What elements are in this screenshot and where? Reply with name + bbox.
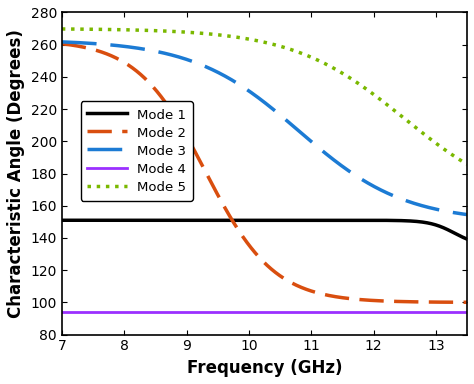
- Mode 4: [278, 310, 284, 314]
- Line: Mode 2: Mode 2: [62, 44, 467, 302]
- Mode 3: [391, 194, 397, 198]
- Mode 1: [300, 218, 306, 223]
- Mode 2: [455, 300, 460, 305]
- Mode 3: [59, 40, 65, 44]
- Mode 1: [455, 232, 460, 237]
- Mode 2: [254, 252, 260, 257]
- Mode 2: [252, 250, 257, 254]
- Mode 2: [391, 299, 397, 304]
- Mode 1: [59, 218, 65, 223]
- Mode 5: [254, 38, 260, 43]
- Mode 5: [59, 26, 65, 31]
- Mode 4: [391, 310, 397, 314]
- Mode 5: [278, 44, 284, 49]
- Mode 4: [252, 310, 257, 314]
- Line: Mode 5: Mode 5: [62, 29, 467, 164]
- Mode 5: [391, 108, 397, 113]
- Mode 1: [254, 218, 260, 223]
- Legend: Mode 1, Mode 2, Mode 3, Mode 4, Mode 5: Mode 1, Mode 2, Mode 3, Mode 4, Mode 5: [81, 101, 193, 201]
- X-axis label: Frequency (GHz): Frequency (GHz): [187, 359, 342, 377]
- Mode 4: [59, 310, 65, 314]
- Mode 5: [455, 156, 460, 161]
- Mode 2: [464, 300, 470, 305]
- Mode 5: [300, 51, 306, 56]
- Mode 4: [464, 310, 470, 314]
- Mode 2: [278, 274, 284, 279]
- Mode 2: [59, 41, 65, 46]
- Line: Mode 3: Mode 3: [62, 42, 467, 215]
- Mode 4: [254, 310, 260, 314]
- Mode 3: [278, 114, 284, 118]
- Mode 1: [278, 218, 284, 223]
- Mode 4: [300, 310, 306, 314]
- Mode 5: [464, 162, 470, 167]
- Mode 1: [391, 218, 397, 223]
- Mode 2: [300, 286, 306, 290]
- Mode 3: [464, 212, 470, 217]
- Mode 3: [455, 211, 460, 215]
- Y-axis label: Characteristic Angle (Degrees): Characteristic Angle (Degrees): [7, 29, 25, 318]
- Mode 5: [252, 38, 257, 42]
- Mode 4: [455, 310, 460, 314]
- Mode 3: [252, 93, 257, 97]
- Mode 1: [464, 237, 470, 242]
- Mode 1: [252, 218, 257, 223]
- Mode 3: [254, 94, 260, 99]
- Line: Mode 1: Mode 1: [62, 220, 467, 239]
- Mode 3: [300, 132, 306, 137]
